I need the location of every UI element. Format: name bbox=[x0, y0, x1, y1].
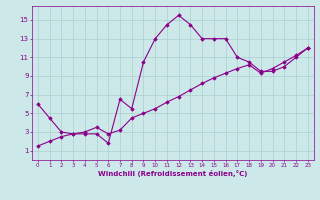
X-axis label: Windchill (Refroidissement éolien,°C): Windchill (Refroidissement éolien,°C) bbox=[98, 170, 247, 177]
